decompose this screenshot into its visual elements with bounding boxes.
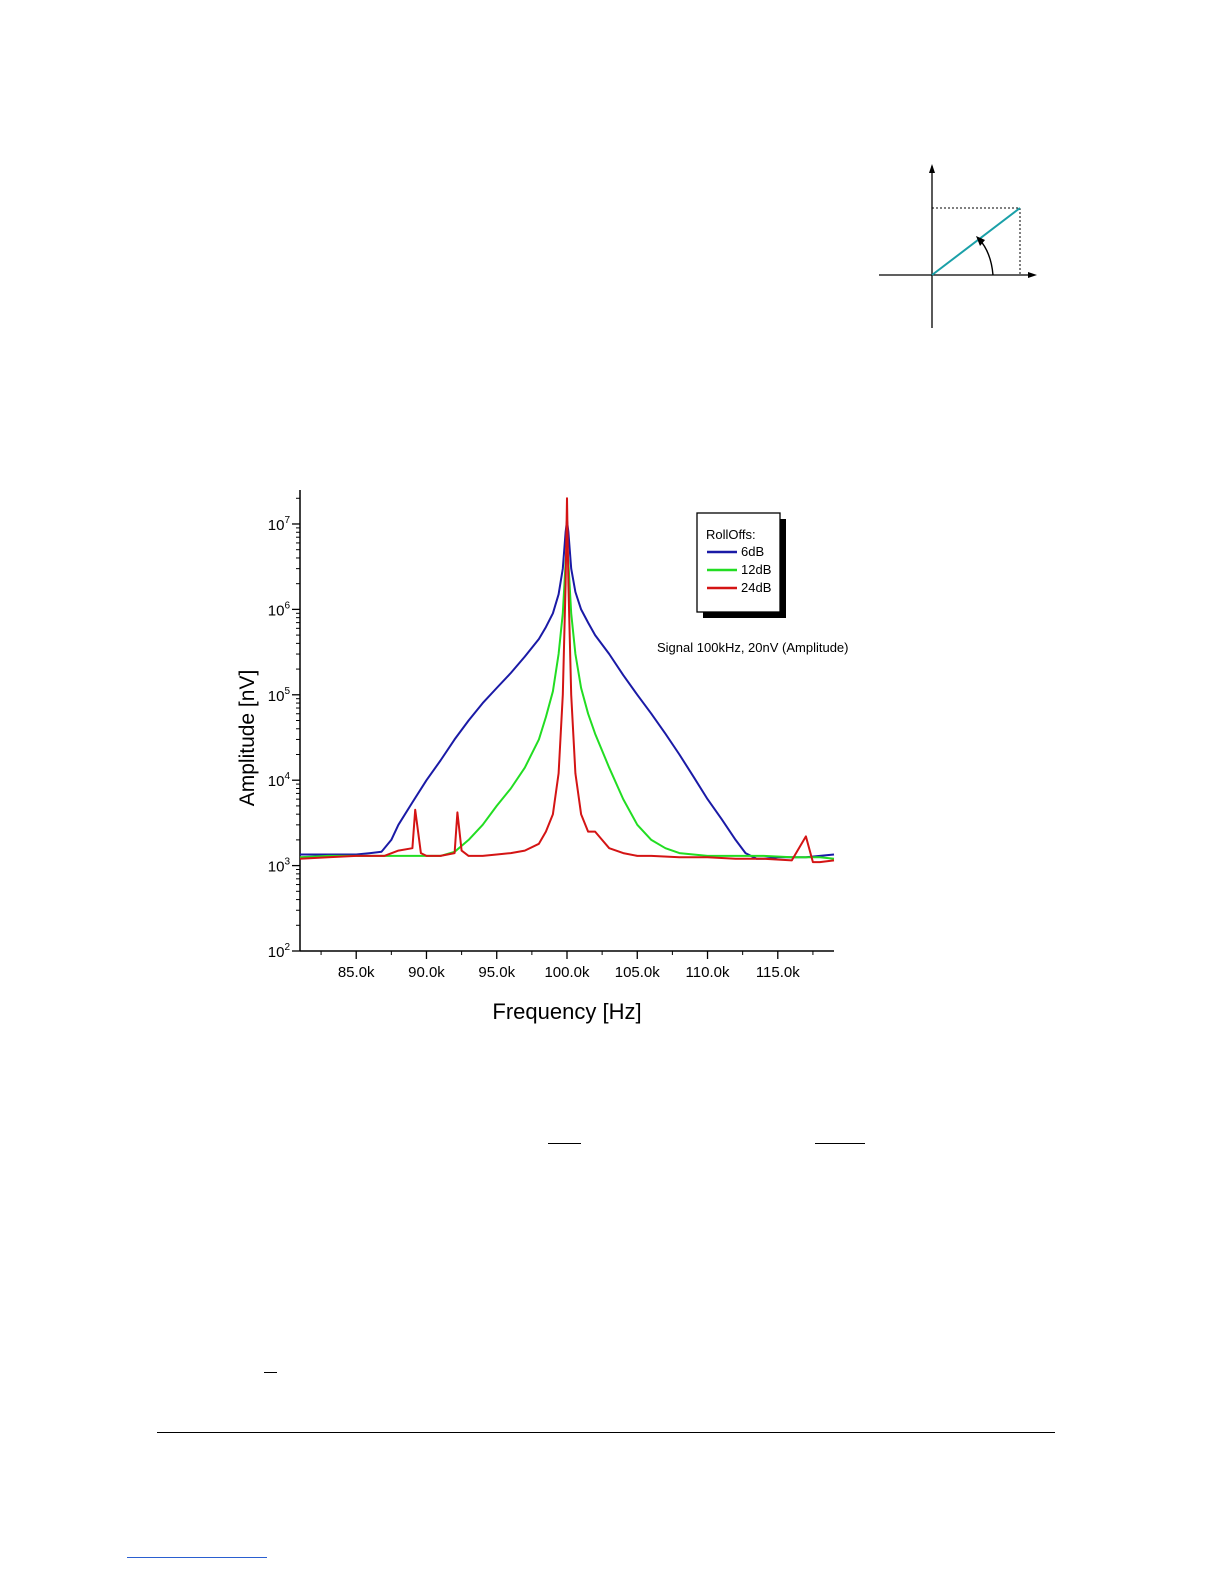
legend: RollOffs: 6dB 12dB 24dB xyxy=(696,512,786,618)
x-tick-label: 100.0k xyxy=(544,964,590,981)
y-tick-label: 103 xyxy=(268,857,291,876)
fraction-bar xyxy=(548,1143,581,1144)
x-tick-label: 85.0k xyxy=(338,964,375,981)
y-axis-ticks: 102 103 104 105 106 107 xyxy=(268,497,300,961)
phasor-vector-icon xyxy=(879,164,1037,328)
y-tick-label: 105 xyxy=(268,686,291,705)
y-tick-label: 107 xyxy=(268,515,291,534)
chart-annotation: Signal 100kHz, 20nV (Amplitude) xyxy=(657,640,849,655)
x-tick-label: 110.0k xyxy=(686,964,730,981)
legend-title: RollOffs: xyxy=(706,527,756,542)
legend-entries: 6dB 12dB 24dB xyxy=(707,544,771,595)
legend-label-6dB: 6dB xyxy=(741,544,764,559)
footnote-rule xyxy=(127,1557,267,1558)
series-layer xyxy=(299,497,835,864)
footer-separator xyxy=(157,1432,1055,1433)
x-tick-label: 95.0k xyxy=(478,964,515,981)
x-tick-label: 105.0k xyxy=(615,964,661,981)
phasor-angle-arrowhead xyxy=(976,236,985,246)
x-axis-title: Frequency [Hz] xyxy=(492,999,641,1024)
y-axis-title: Amplitude [nV] xyxy=(236,670,259,807)
x-tick-label: 90.0k xyxy=(408,964,445,981)
x-tick-label: 115.0k xyxy=(756,964,800,981)
fraction-bar xyxy=(264,1372,277,1373)
legend-label-24dB: 24dB xyxy=(741,580,771,595)
y-tick-label: 104 xyxy=(268,771,291,790)
legend-box xyxy=(696,512,781,613)
phasor-vector xyxy=(931,207,1021,276)
phasor-vertical-arrowhead xyxy=(929,164,935,173)
y-tick-label: 102 xyxy=(268,942,291,961)
fraction-bar xyxy=(815,1143,865,1144)
phasor-horizontal-arrowhead xyxy=(1028,272,1037,278)
series-line-24dB xyxy=(299,497,835,864)
y-tick-label: 106 xyxy=(268,600,291,619)
x-axis-ticks: 85.0k 90.0k 95.0k 100.0k 105.0k 110.0k 115.0k xyxy=(320,951,814,981)
legend-label-12dB: 12dB xyxy=(741,562,771,577)
amplitude-frequency-chart: 102 103 104 105 106 107 85.0k 90.0k 95.0k 100.0k… xyxy=(236,490,849,1024)
